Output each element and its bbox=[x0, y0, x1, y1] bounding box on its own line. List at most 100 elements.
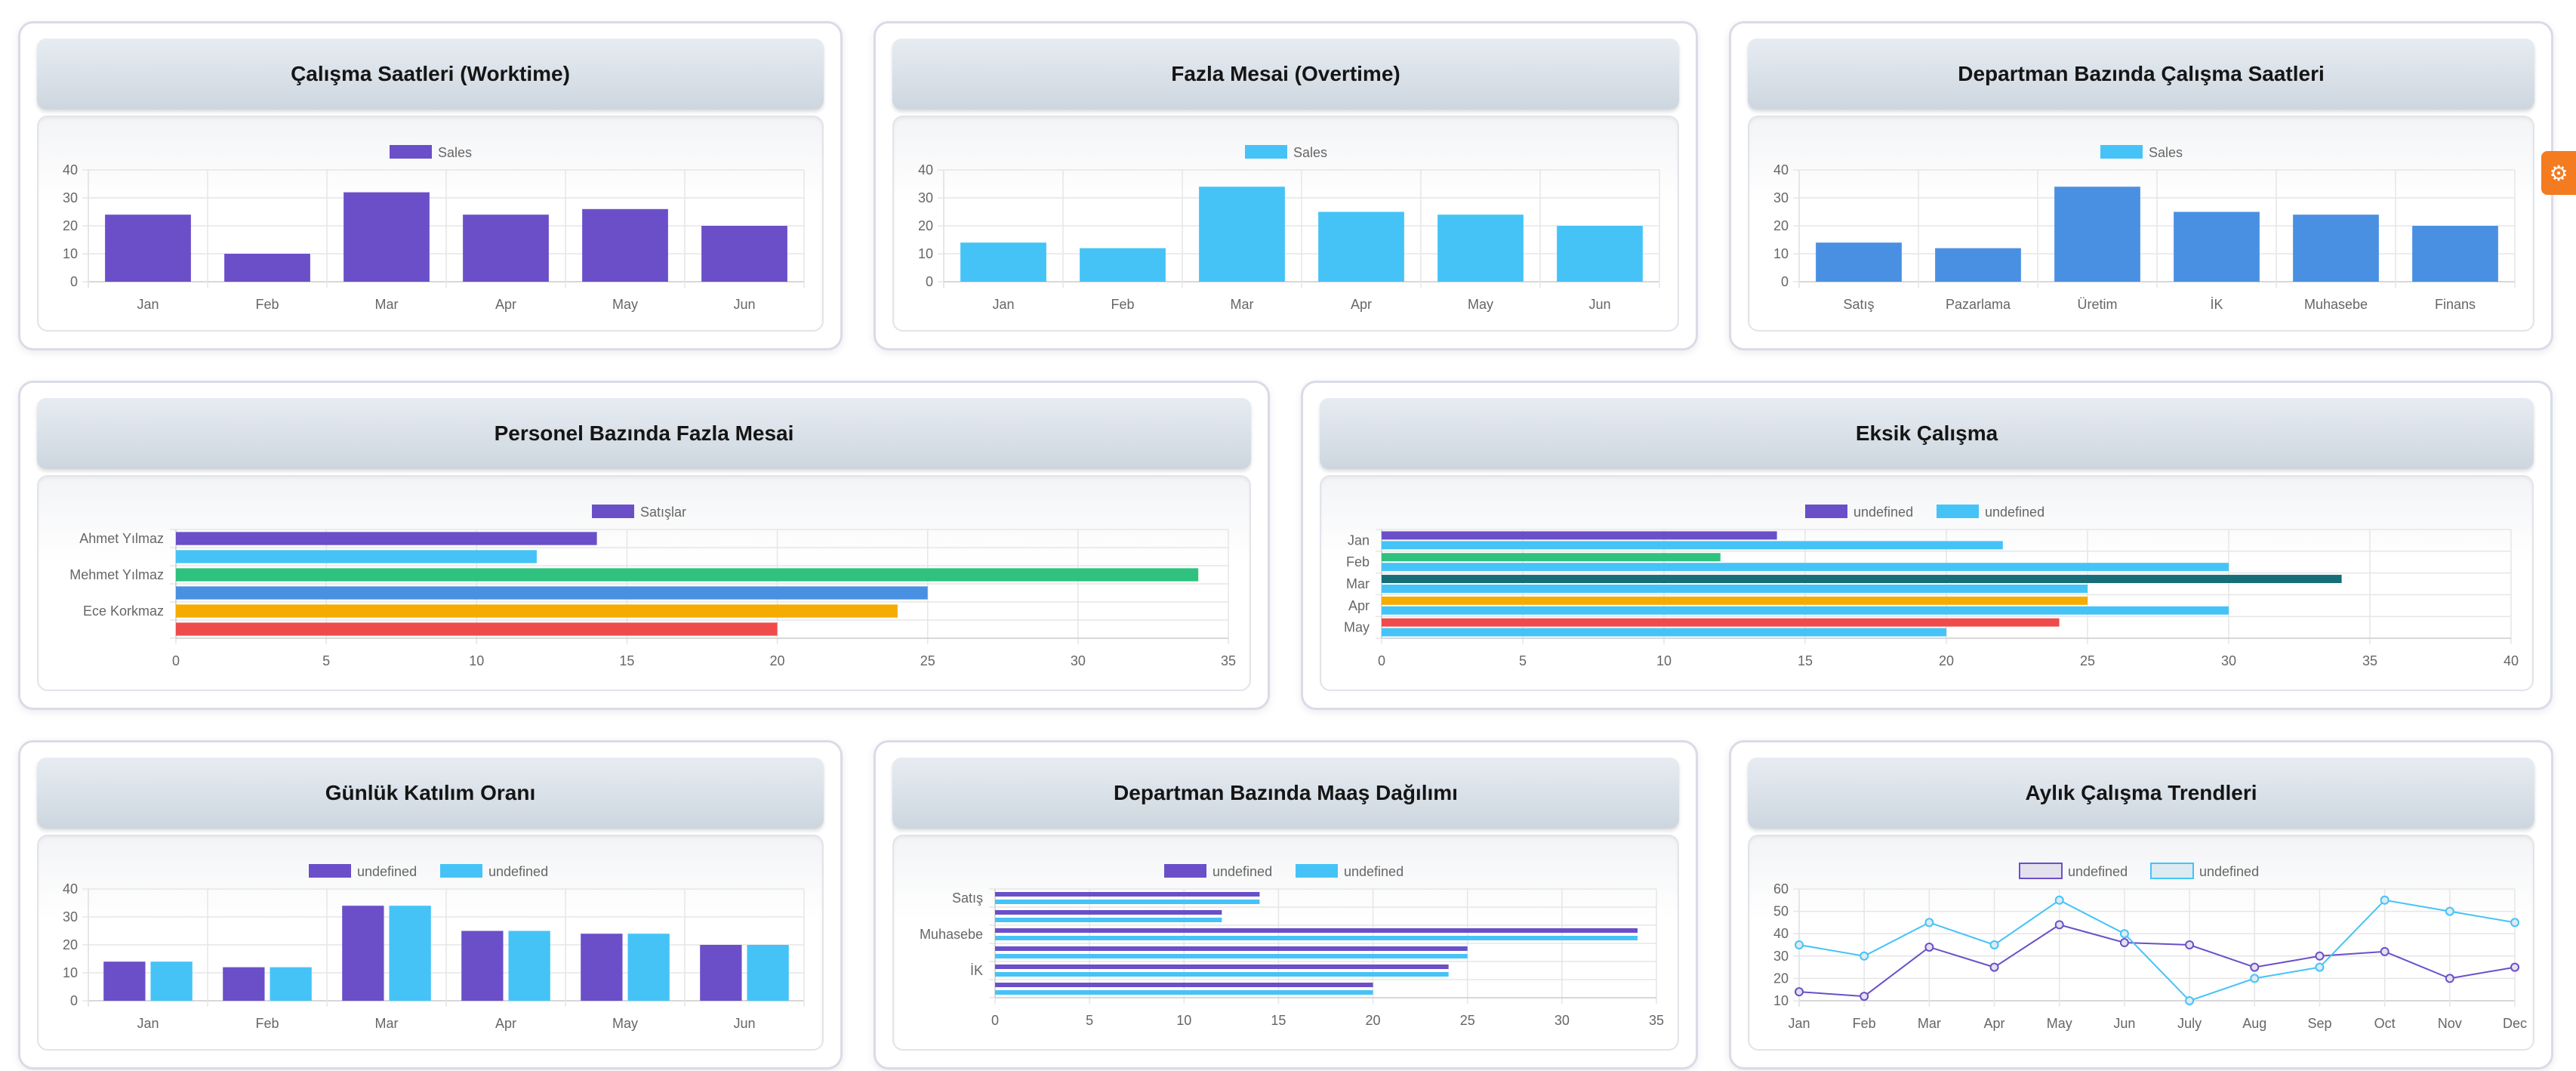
y-tick-label: 10 bbox=[918, 246, 933, 261]
data-point bbox=[2119, 938, 2129, 948]
chart-card-missing-work: Eksik Çalışma undefined undefined 0 5 10 15 20… bbox=[1301, 381, 2553, 710]
legend-swatch bbox=[309, 864, 351, 878]
y-tick-label: 40 bbox=[918, 162, 933, 177]
card-title: Departman Bazında Çalışma Saatleri bbox=[1958, 62, 2325, 85]
bar bbox=[995, 983, 1373, 987]
x-tick-label: Oct bbox=[2374, 1016, 2396, 1031]
legend-swatch bbox=[1164, 864, 1206, 878]
chart-area: undefined undefined 0 5 10 15 20 25 30 35 Satış Muh… bbox=[892, 835, 1679, 1051]
x-tick-label: Mar bbox=[1918, 1016, 1941, 1031]
card-header: Fazla Mesai (Overtime) bbox=[892, 39, 1679, 110]
y-tick-label: 20 bbox=[1773, 971, 1789, 986]
x-tick-label: Pazarlama bbox=[1946, 297, 2011, 312]
chart-card-daily-attendance: Günlük Katılım Oranı undefined undefined 0… bbox=[18, 740, 843, 1069]
chart-area: Satışlar 0 5 10 15 20 25 30 35 Ahmet Yılmaz Mehmet… bbox=[37, 475, 1251, 691]
x-tick-label: May bbox=[612, 297, 638, 312]
data-point bbox=[2250, 974, 2260, 983]
x-tick-label: Mar bbox=[375, 297, 399, 312]
y-tick-label: Ahmet Yılmaz bbox=[79, 531, 164, 546]
data-point bbox=[2054, 920, 2064, 930]
legend-label: undefined bbox=[1985, 505, 2044, 520]
x-tick-label: Dec bbox=[2503, 1016, 2527, 1031]
y-tick-label: 40 bbox=[63, 162, 78, 177]
bar bbox=[1816, 242, 1902, 282]
settings-gear-icon[interactable]: ⚙ bbox=[2541, 151, 2576, 195]
y-tick-label: Jan bbox=[1348, 532, 1370, 548]
bar bbox=[582, 208, 668, 282]
x-tick-label: 35 bbox=[1649, 1013, 1664, 1028]
card-title: Personel Bazında Fazla Mesai bbox=[494, 421, 794, 445]
y-tick-label: 10 bbox=[1773, 246, 1789, 261]
y-tick-label: 30 bbox=[1773, 190, 1789, 205]
x-tick-label: Mar bbox=[375, 1016, 399, 1031]
missing-work-bar-chart: undefined undefined 0 5 10 15 20 25 30 35 40 Jan Feb… bbox=[1344, 505, 2519, 668]
x-tick-label: Feb bbox=[255, 1016, 279, 1031]
y-tick-label: 30 bbox=[1773, 949, 1789, 964]
y-tick-label: 30 bbox=[63, 909, 78, 924]
data-point bbox=[2510, 918, 2519, 927]
bar bbox=[1382, 606, 2229, 615]
x-tick-label: 25 bbox=[2080, 653, 2095, 668]
bar bbox=[581, 934, 623, 1001]
chart-card-department-worktime: Departman Bazında Çalışma Saatleri Sales… bbox=[1729, 21, 2553, 350]
bar bbox=[223, 967, 265, 1001]
data-point bbox=[2185, 996, 2195, 1005]
x-tick-label: Jan bbox=[1788, 1016, 1810, 1031]
x-tick-label: Sep bbox=[2307, 1016, 2331, 1031]
card-header: Eksik Çalışma bbox=[1320, 398, 2534, 469]
data-point bbox=[1860, 992, 1869, 1002]
y-tick-label: 0 bbox=[70, 993, 78, 1008]
bar bbox=[463, 215, 549, 282]
legend-swatch bbox=[2100, 145, 2143, 159]
chart-area: Sales 0 10 20 30 40 Jan Feb Mar Apr May Jun bbox=[37, 116, 824, 332]
salary-distribution-bar-chart: undefined undefined 0 5 10 15 20 25 30 35 Satış Muh… bbox=[920, 864, 1664, 1028]
x-tick-label: 25 bbox=[1460, 1013, 1475, 1028]
chart-card-overtime: Fazla Mesai (Overtime) Sales 0 10 20 30 40 Jan… bbox=[874, 21, 1698, 350]
x-tick-label: Jan bbox=[992, 297, 1014, 312]
legend-label: Satışlar bbox=[640, 505, 686, 520]
data-point bbox=[1924, 918, 1934, 927]
chart-card-worktime: Çalışma Saatleri (Worktime) Sales 0 10 20 30… bbox=[18, 21, 843, 350]
data-point bbox=[2250, 962, 2260, 972]
y-tick-label: 0 bbox=[1781, 274, 1789, 289]
x-tick-label: May bbox=[2047, 1016, 2072, 1031]
y-tick-label: Mehmet Yılmaz bbox=[69, 567, 164, 582]
bar bbox=[1318, 211, 1404, 282]
bar bbox=[2054, 187, 2140, 282]
chart-card-salary-distribution: Departman Bazında Maaş Dağılımı undefine… bbox=[874, 740, 1698, 1069]
x-tick-label: Nov bbox=[2438, 1016, 2462, 1031]
bar bbox=[461, 931, 504, 1001]
bar bbox=[344, 192, 430, 282]
x-tick-label: 0 bbox=[1378, 653, 1385, 668]
x-tick-label: Jan bbox=[137, 1016, 159, 1031]
bar bbox=[1382, 618, 2060, 627]
bar bbox=[995, 946, 1468, 951]
x-tick-label: 35 bbox=[2362, 653, 2377, 668]
data-point bbox=[1860, 951, 1869, 961]
legend-swatch bbox=[390, 145, 432, 159]
data-point bbox=[1989, 940, 1999, 949]
legend-label: undefined bbox=[1213, 864, 1272, 879]
bar bbox=[995, 918, 1222, 922]
chart-area: undefined undefined 0 10 20 30 40 Jan Feb Mar Apr M… bbox=[37, 835, 824, 1051]
overtime-bar-chart: Sales 0 10 20 30 40 Jan Feb Mar Apr May Jun bbox=[918, 145, 1660, 312]
card-header: Departman Bazında Maaş Dağılımı bbox=[892, 758, 1679, 829]
legend-label: Sales bbox=[2149, 145, 2183, 160]
bar bbox=[2412, 226, 2498, 282]
bar bbox=[627, 934, 670, 1001]
x-tick-label: 0 bbox=[172, 653, 180, 668]
y-tick-label: 0 bbox=[70, 274, 78, 289]
y-tick-label: 50 bbox=[1773, 904, 1789, 919]
bar bbox=[1382, 531, 1777, 540]
legend-swatch bbox=[2150, 863, 2194, 879]
bar bbox=[995, 928, 1638, 933]
y-tick-label: 30 bbox=[918, 190, 933, 205]
x-tick-label: Jun bbox=[733, 1016, 755, 1031]
card-header: Departman Bazında Çalışma Saatleri bbox=[1748, 39, 2534, 110]
department-worktime-bar-chart: Sales 0 10 20 30 40 Satış Pazarlama Üretim İK Muha… bbox=[1773, 145, 2516, 312]
card-title: Eksik Çalışma bbox=[1855, 421, 1998, 445]
chart-area: Sales 0 10 20 30 40 Satış Pazarlama Üretim İK Muha… bbox=[1748, 116, 2534, 332]
bar bbox=[1199, 187, 1285, 282]
x-tick-label: Mar bbox=[1231, 297, 1254, 312]
x-tick-label: Jun bbox=[2113, 1016, 2135, 1031]
